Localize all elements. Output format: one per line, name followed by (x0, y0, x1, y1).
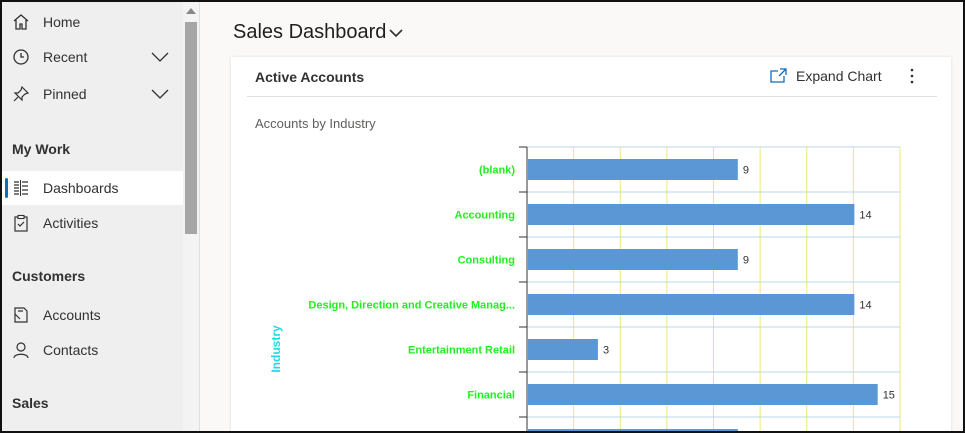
sidebar: Home Recent Pinned My Work (2, 2, 200, 431)
clipboard-icon (14, 214, 28, 232)
category-tick-label: Entertainment Retail (408, 345, 515, 357)
clock-icon (13, 49, 29, 65)
bar (528, 339, 598, 360)
category-tick-label: (blank) (479, 165, 515, 177)
section-title-sales: Sales (12, 395, 49, 411)
bar (528, 249, 738, 270)
chart-card: Active Accounts Expand Chart Accounts by… (231, 57, 951, 431)
scroll-up-arrow-icon[interactable] (186, 8, 196, 14)
chart-subtitle: Accounts by Industry (255, 116, 376, 131)
expand-chart-button[interactable]: Expand Chart (769, 65, 882, 87)
y-axis-title: Industry (269, 325, 283, 373)
section-title-customers: Customers (12, 268, 86, 284)
sidebar-item-dashboards[interactable]: Dashboards (2, 171, 183, 205)
expand-chart-label: Expand Chart (796, 68, 882, 84)
sidebar-item-contacts[interactable]: Contacts (2, 333, 183, 367)
bar-chart: 9 (blank) 14 Accounting 9 Consulting 14 Design,… (269, 146, 901, 431)
category-tick-label: Accounting (455, 210, 516, 222)
category-tick-label: Consulting (458, 255, 515, 267)
home-icon (13, 14, 29, 30)
bar (528, 294, 855, 315)
bar-partial (528, 429, 738, 431)
dashboard-icon (14, 180, 28, 196)
sidebar-item-label: Home (43, 14, 81, 30)
bar (528, 159, 738, 180)
bar-value-label: 15 (883, 390, 895, 402)
section-title-my-work: My Work (12, 141, 71, 157)
bar-value-label: 14 (859, 210, 871, 222)
sidebar-item-pinned[interactable]: Pinned (2, 77, 183, 111)
bar-value-label: 14 (859, 300, 871, 312)
sidebar-item-activities[interactable]: Activities (2, 206, 183, 240)
more-options-icon[interactable] (907, 67, 917, 85)
sidebar-item-recent[interactable]: Recent (2, 40, 183, 74)
pin-icon (13, 85, 30, 102)
page-title[interactable]: Sales Dashboard (233, 21, 387, 43)
sidebar-item-label: Dashboards (43, 180, 119, 196)
sidebar-scrollbar-thumb[interactable] (185, 22, 197, 234)
sidebar-item-label: Contacts (43, 342, 99, 358)
sidebar-item-home[interactable]: Home (2, 5, 183, 39)
category-tick-label: Design, Direction and Creative Manag... (308, 300, 515, 312)
bar (528, 204, 855, 225)
category-tick-label: Financial (467, 390, 515, 402)
chevron-down-icon[interactable] (151, 50, 169, 64)
person-icon (13, 342, 29, 359)
bar-value-label: 3 (603, 345, 609, 357)
sidebar-item-label: Activities (43, 215, 99, 231)
chevron-down-icon[interactable] (151, 87, 169, 101)
sidebar-item-label: Accounts (43, 307, 101, 323)
card-divider (247, 96, 937, 97)
bar-value-label: 9 (743, 165, 749, 177)
bar-value-label: 9 (743, 255, 749, 267)
card-title: Active Accounts (255, 69, 365, 85)
sidebar-item-label: Recent (43, 49, 88, 65)
accounts-icon (14, 307, 28, 323)
expand-icon (770, 68, 787, 83)
bar (528, 384, 878, 405)
sidebar-item-accounts[interactable]: Accounts (2, 298, 183, 332)
sidebar-item-label: Pinned (43, 86, 87, 102)
main-content: Sales Dashboard Active Accounts Expand C… (201, 2, 963, 431)
chevron-down-icon[interactable] (389, 28, 403, 38)
